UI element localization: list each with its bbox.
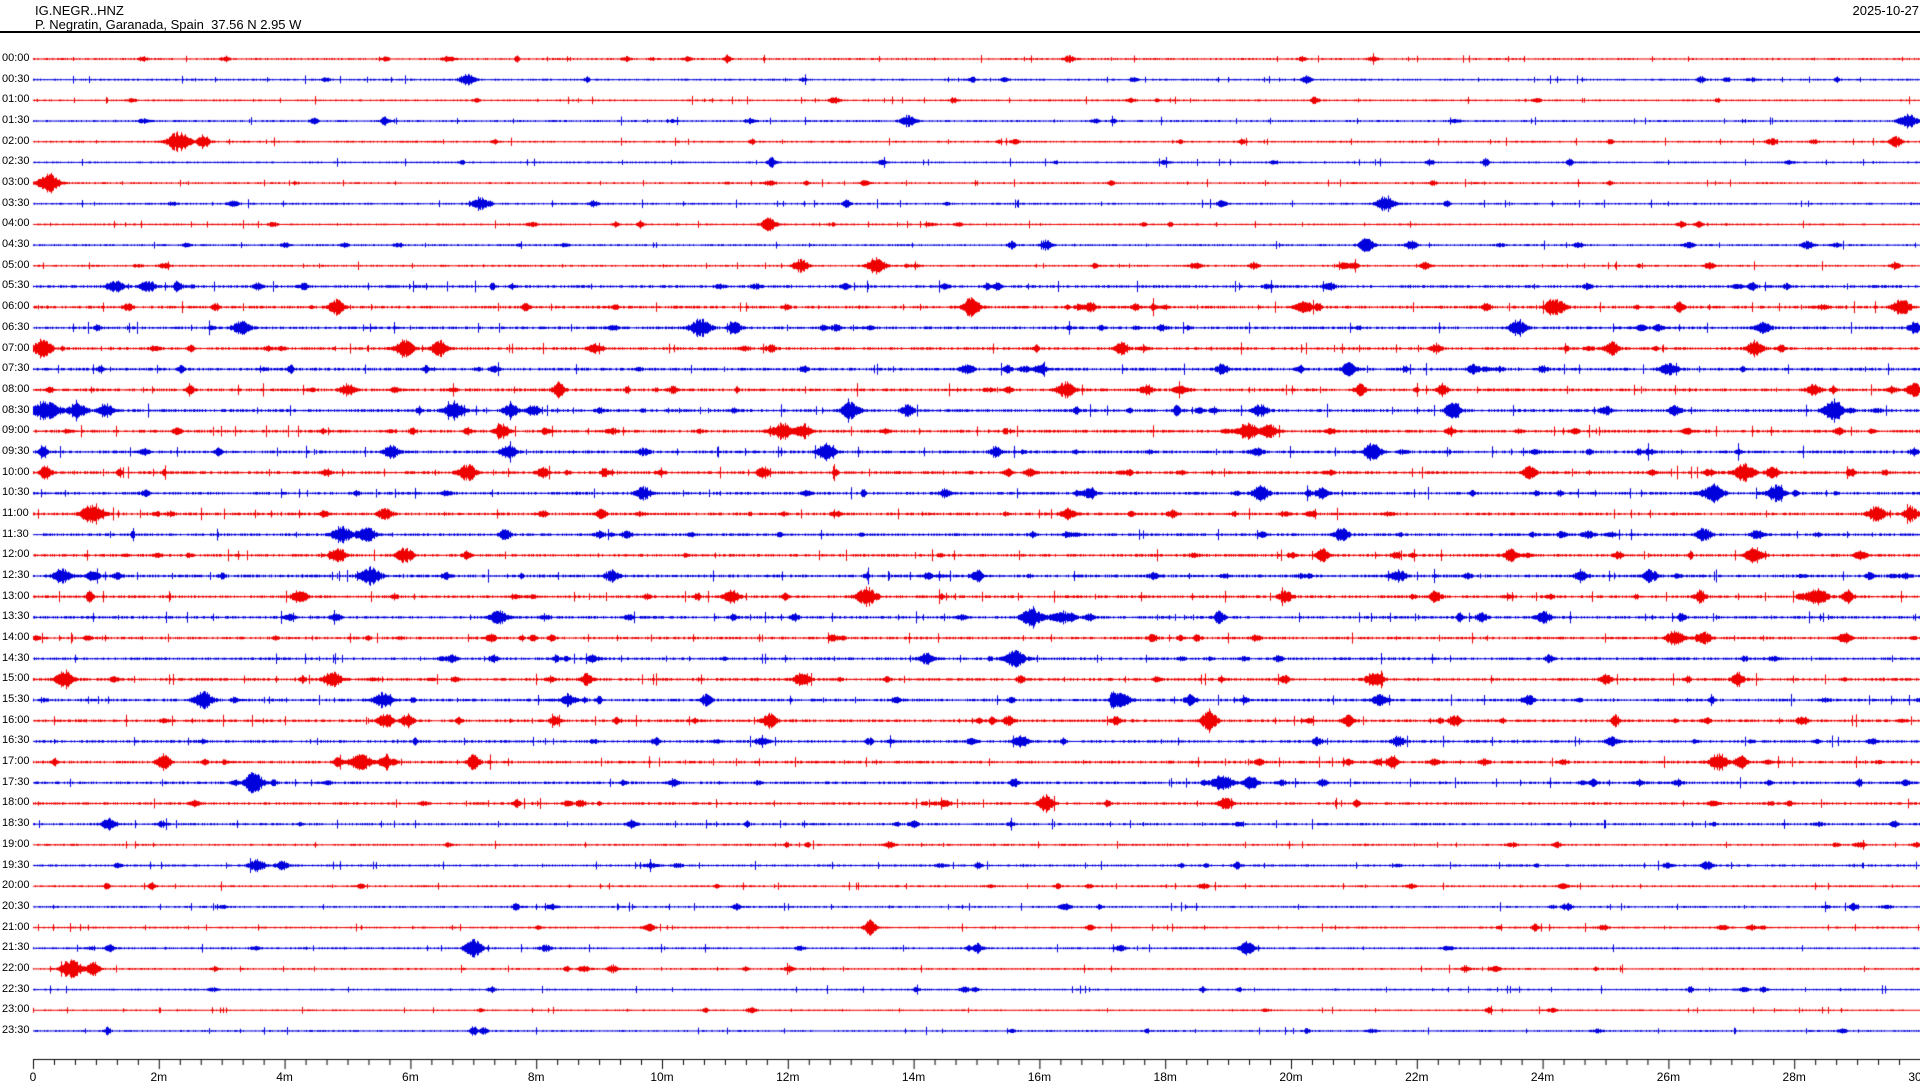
row-label: 12:00 (2, 548, 30, 561)
row-label: 02:00 (2, 134, 30, 147)
row-label: 15:30 (2, 693, 30, 706)
date-label: 2025-10-27 (1852, 3, 1920, 18)
row-label: 19:30 (2, 858, 30, 871)
row-label: 16:30 (2, 734, 30, 747)
row-label: 11:00 (2, 506, 29, 519)
row-label: 20:00 (2, 879, 30, 892)
row-label: 17:00 (2, 755, 30, 768)
row-label: 21:00 (2, 920, 30, 933)
row-label: 04:00 (2, 217, 30, 230)
row-label: 03:30 (2, 196, 30, 209)
row-label: 05:30 (2, 279, 30, 292)
row-label: 13:00 (2, 589, 30, 602)
row-label: 10:30 (2, 486, 30, 499)
row-label: 00:30 (2, 72, 30, 85)
row-label: 00:00 (2, 52, 30, 64)
row-label: 11:30 (2, 527, 29, 540)
x-axis-tick-label: 2m (150, 1070, 168, 1084)
x-axis-tick-label: 8m (527, 1070, 545, 1084)
x-axis-tick-label: 18m (1153, 1070, 1177, 1084)
x-axis-tick-label: 10m (650, 1070, 674, 1084)
row-label: 02:30 (2, 155, 30, 168)
row-label: 07:00 (2, 341, 30, 354)
header-separator (0, 31, 1920, 33)
row-label: 03:00 (2, 176, 30, 189)
row-label: 08:00 (2, 382, 30, 395)
row-label: 19:00 (2, 837, 30, 850)
row-label: 07:30 (2, 362, 30, 375)
row-label: 12:30 (2, 569, 30, 581)
station-description: P. Negratin, Garanada, Spain 37.56 N 2.9… (35, 17, 302, 32)
row-label: 18:30 (2, 817, 30, 830)
row-label: 01:30 (2, 114, 30, 127)
x-axis-tick-label: 12m (776, 1070, 800, 1084)
row-label: 09:00 (2, 424, 30, 437)
row-label: 23:00 (2, 1003, 30, 1016)
x-axis-tick-label: 20m (1279, 1070, 1303, 1084)
row-label: 15:00 (2, 672, 30, 685)
x-axis-tick-label: 0 (29, 1070, 37, 1084)
row-label: 17:30 (2, 775, 30, 788)
row-label: 21:30 (2, 941, 30, 954)
x-axis-tick-label: 16m (1027, 1070, 1052, 1084)
x-axis-tick-label: 28m (1782, 1070, 1806, 1084)
row-label: 06:30 (2, 320, 30, 333)
x-axis-tick-label: 22m (1405, 1070, 1429, 1084)
row-label: 05:00 (2, 258, 30, 271)
row-label: 09:30 (2, 444, 30, 457)
x-axis-tick-label: 26m (1656, 1070, 1681, 1084)
row-label: 18:00 (2, 796, 30, 809)
row-label: 16:00 (2, 713, 30, 726)
row-label: 22:30 (2, 982, 30, 995)
x-axis-tick-label: 24m (1530, 1070, 1555, 1084)
row-label: 10:00 (2, 465, 30, 478)
row-label: 06:00 (2, 300, 30, 313)
row-label: 14:00 (2, 631, 30, 644)
row-label: 01:00 (2, 93, 30, 106)
x-axis-tick-label: 4m (276, 1070, 293, 1084)
row-label: 04:30 (2, 238, 30, 251)
station-code: IG.NEGR..HNZ (35, 3, 124, 18)
x-axis-tick-label: 30m (1908, 1070, 1920, 1084)
row-label: 14:30 (2, 651, 30, 664)
x-axis-tick-label: 6m (402, 1070, 419, 1084)
row-label: 22:00 (2, 961, 30, 974)
row-label: 20:30 (2, 899, 30, 912)
row-label: 13:30 (2, 610, 30, 623)
x-axis-tick-label: 14m (901, 1070, 926, 1084)
row-label: 08:30 (2, 403, 30, 416)
row-label: 23:30 (2, 1023, 30, 1036)
